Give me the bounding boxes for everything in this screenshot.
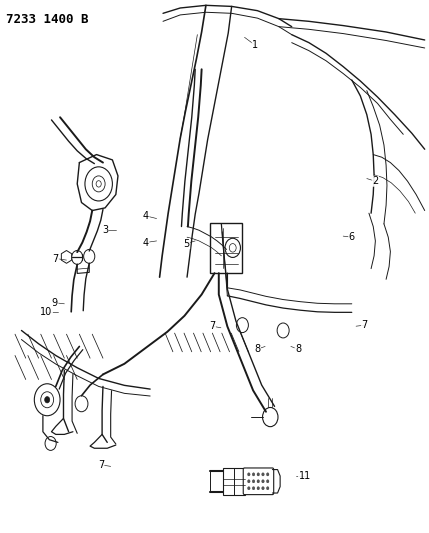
Text: 3: 3 — [102, 225, 108, 235]
Circle shape — [257, 487, 260, 490]
Circle shape — [257, 473, 260, 476]
Circle shape — [266, 480, 269, 483]
Circle shape — [248, 473, 250, 476]
Circle shape — [266, 473, 269, 476]
Circle shape — [96, 181, 101, 187]
Circle shape — [248, 480, 250, 483]
Circle shape — [84, 249, 95, 263]
Circle shape — [72, 251, 83, 264]
FancyBboxPatch shape — [223, 468, 245, 495]
Circle shape — [41, 392, 54, 408]
Text: 11: 11 — [299, 471, 311, 481]
Text: 7: 7 — [98, 460, 104, 470]
Text: 8: 8 — [254, 344, 260, 354]
Circle shape — [263, 407, 278, 426]
FancyBboxPatch shape — [243, 468, 274, 495]
Text: 1: 1 — [252, 41, 258, 50]
Circle shape — [277, 323, 289, 338]
Text: 7: 7 — [53, 254, 59, 263]
Text: 4: 4 — [143, 211, 149, 221]
Text: 8: 8 — [295, 344, 301, 354]
Circle shape — [85, 167, 112, 201]
Circle shape — [248, 487, 250, 490]
Circle shape — [34, 384, 60, 416]
Circle shape — [236, 318, 248, 333]
Circle shape — [262, 487, 264, 490]
Text: 6: 6 — [349, 232, 355, 242]
Text: 7: 7 — [362, 320, 368, 330]
Text: 7233 1400 B: 7233 1400 B — [6, 13, 89, 26]
Circle shape — [229, 244, 236, 252]
Circle shape — [252, 473, 255, 476]
Circle shape — [45, 397, 50, 403]
Text: 4: 4 — [143, 238, 149, 247]
Circle shape — [266, 487, 269, 490]
FancyBboxPatch shape — [210, 223, 242, 273]
Circle shape — [45, 437, 56, 450]
Circle shape — [262, 480, 264, 483]
Text: 10: 10 — [40, 307, 52, 317]
Polygon shape — [61, 251, 72, 263]
Text: 7: 7 — [209, 321, 215, 331]
Text: 9: 9 — [52, 298, 58, 308]
Circle shape — [92, 176, 105, 192]
Text: 5: 5 — [184, 239, 190, 248]
Circle shape — [252, 480, 255, 483]
Circle shape — [75, 395, 88, 411]
Circle shape — [262, 473, 264, 476]
Text: 2: 2 — [372, 176, 378, 186]
Circle shape — [225, 238, 240, 257]
Circle shape — [257, 480, 260, 483]
Circle shape — [252, 487, 255, 490]
